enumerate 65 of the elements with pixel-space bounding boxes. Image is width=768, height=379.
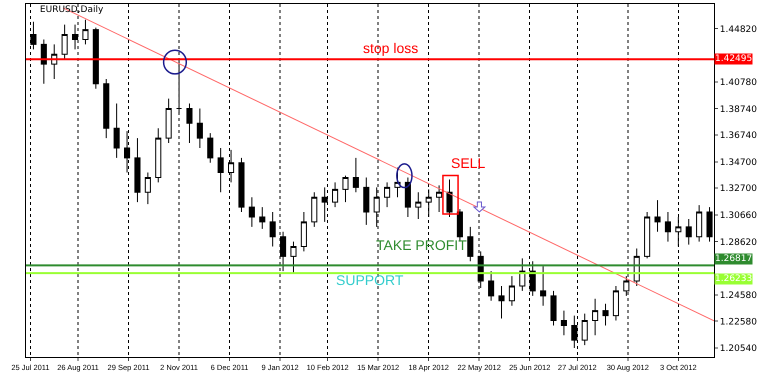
candlestick	[488, 270, 494, 302]
candlestick	[582, 313, 588, 346]
candlestick	[342, 175, 349, 203]
candlestick	[498, 286, 505, 319]
candlestick	[654, 200, 661, 232]
candlestick	[92, 27, 99, 90]
candlestick	[207, 132, 214, 164]
ref-line-label: 1.42495	[715, 54, 752, 64]
candlestick	[238, 157, 245, 212]
candlestick	[508, 276, 515, 306]
ref-line-label: 1.26233	[715, 274, 752, 284]
candlestick	[426, 188, 432, 218]
y-tick-label: 1.40780	[720, 78, 758, 88]
candlestick	[644, 211, 650, 259]
candlestick	[134, 138, 140, 203]
candlestick	[352, 157, 359, 193]
y-tick-label: 1.32700	[720, 184, 758, 194]
candlestick	[40, 39, 47, 84]
candlestick	[218, 147, 224, 193]
candlestick	[602, 303, 609, 326]
candlestick	[446, 179, 453, 218]
candlestick	[664, 211, 671, 242]
candlestick	[311, 192, 318, 228]
candlestick	[166, 98, 172, 144]
candlestick	[332, 182, 338, 208]
y-tick-label: 1.28620	[720, 238, 758, 248]
y-tick-label: 1.38740	[720, 104, 758, 115]
y-tick-label: 1.24580	[720, 290, 758, 301]
annotation: stop loss	[363, 40, 418, 56]
candlestick	[144, 172, 151, 205]
candlestick	[186, 103, 192, 144]
y-tick-label: 1.30660	[720, 211, 758, 222]
candlestick	[103, 78, 110, 139]
candlestick	[300, 211, 307, 252]
candlestick	[196, 108, 203, 148]
candlestick	[415, 192, 422, 220]
candlestick	[592, 298, 598, 336]
candlestick	[612, 286, 619, 321]
y-tick-label: 1.34700	[720, 158, 758, 168]
candlestick	[384, 182, 390, 208]
y-tick-label: 1.22580	[720, 317, 758, 328]
y-tick-label: 1.36740	[720, 131, 758, 142]
candlestick	[550, 290, 557, 326]
candlestick	[467, 226, 474, 262]
candlestick	[114, 103, 120, 158]
candlestick	[436, 184, 442, 212]
ref-line-label: 1.26817	[715, 254, 752, 264]
annotation: SUPPORT	[336, 272, 404, 288]
candlestick	[62, 24, 68, 60]
candlestick	[290, 241, 297, 274]
candlestick	[540, 266, 546, 306]
candlestick	[248, 196, 255, 228]
candlestick	[82, 19, 88, 45]
candlestick	[259, 206, 266, 230]
candlestick	[363, 177, 370, 226]
y-tick-label: 1.20540	[720, 344, 758, 354]
candlestick	[686, 218, 692, 246]
candlestick	[696, 204, 702, 242]
annotation: TAKE PROFIT	[376, 237, 468, 253]
candlestick	[404, 177, 411, 218]
y-tick-label: 1.44820	[720, 24, 758, 35]
candlestick	[155, 128, 162, 183]
annotation: SELL	[451, 155, 486, 171]
candlestick	[560, 310, 567, 336]
candlestick	[270, 211, 276, 248]
